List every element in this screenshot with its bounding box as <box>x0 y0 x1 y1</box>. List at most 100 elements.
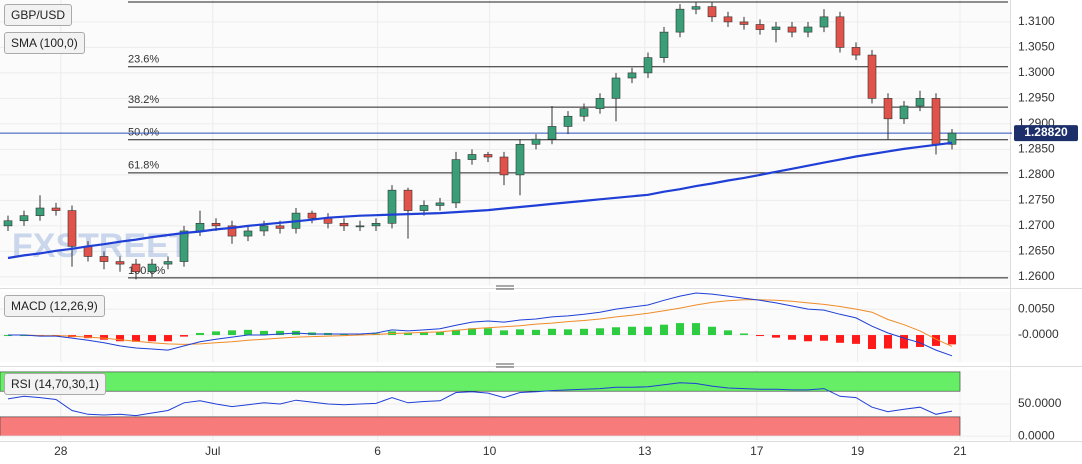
candle-body <box>691 6 701 10</box>
macd-label[interactable]: MACD (12,26,9) <box>4 295 105 317</box>
candle-body <box>547 126 557 140</box>
candle-body <box>579 108 589 117</box>
histogram-bar <box>436 331 444 336</box>
last-price-label: 1.28820 <box>1024 125 1068 139</box>
candle-body <box>131 263 141 273</box>
candle-body <box>115 261 125 265</box>
fib-label: 61.8% <box>128 160 159 172</box>
symbol-label[interactable]: GBP/USD <box>4 4 73 26</box>
histogram-bar <box>836 335 844 343</box>
histogram-bar <box>804 335 812 342</box>
candle-body <box>67 210 77 247</box>
y-tick-label: 1.2600 <box>1018 269 1055 283</box>
x-tick-label: 28 <box>54 444 68 458</box>
y-tick-label: 0.0050 <box>1018 301 1055 315</box>
histogram-bar <box>244 329 252 336</box>
candle-body <box>867 54 877 99</box>
candle-body <box>275 225 285 229</box>
histogram-bar <box>564 329 572 336</box>
histogram-bar <box>260 330 268 336</box>
histogram-bar <box>484 328 492 336</box>
histogram-bar <box>612 327 620 336</box>
candle-body <box>163 261 173 265</box>
y-tick-label: 0.0000 <box>1018 428 1055 442</box>
candle-body <box>211 223 221 227</box>
candle-body <box>947 132 957 145</box>
candle-body <box>787 26 797 33</box>
histogram-bar <box>212 331 220 336</box>
candle-body <box>771 26 781 30</box>
sma-label[interactable]: SMA (100,0) <box>4 32 85 54</box>
candle-body <box>371 223 381 227</box>
histogram-bar <box>404 332 412 336</box>
candle-body <box>835 16 845 48</box>
candle-body <box>403 189 413 211</box>
histogram-bar <box>708 326 716 336</box>
histogram-bar <box>20 335 28 337</box>
candle-body <box>3 220 13 227</box>
y-tick-label: -0.0000 <box>1018 327 1059 341</box>
candle-body <box>595 98 605 109</box>
grabber[interactable] <box>496 363 514 368</box>
histogram-bar <box>676 323 684 336</box>
histogram-bar <box>180 335 188 337</box>
rsi-line <box>7 382 953 417</box>
histogram-bar <box>548 328 556 336</box>
candle-body <box>307 212 317 219</box>
grabber[interactable] <box>496 285 514 290</box>
candle-body <box>387 189 397 224</box>
histogram-bar <box>276 330 284 336</box>
histogram-bar <box>820 335 828 341</box>
fib-label: 23.6% <box>128 54 159 66</box>
candle-body <box>739 21 749 25</box>
histogram-bar <box>596 328 604 336</box>
histogram-bar <box>4 335 12 337</box>
candle-body <box>499 156 509 176</box>
histogram-bar <box>500 330 508 336</box>
histogram-bar <box>772 335 780 338</box>
y-tick-label: 50.0000 <box>1018 396 1062 410</box>
candle-body <box>611 77 621 99</box>
histogram-bar <box>228 330 236 336</box>
candle-body <box>355 225 365 228</box>
candle-body <box>147 263 157 273</box>
fib-label: 38.2% <box>128 94 159 106</box>
histogram-bar <box>868 335 876 350</box>
candle-body <box>563 115 573 127</box>
rsi-zone <box>0 371 961 392</box>
x-tick-label: 6 <box>374 444 381 458</box>
y-tick-label: 1.2650 <box>1018 244 1055 258</box>
histogram-bar <box>756 335 764 337</box>
histogram-bar <box>692 323 700 336</box>
histogram-bar <box>628 326 636 336</box>
histogram-bar <box>580 328 588 336</box>
candle-body <box>467 154 477 160</box>
candle-body <box>419 205 429 211</box>
candle-body <box>51 207 61 211</box>
candle-body <box>435 202 445 206</box>
candle-body <box>19 215 29 222</box>
histogram-bar <box>532 329 540 336</box>
histogram-bar <box>116 335 124 342</box>
rsi-zone <box>0 416 961 437</box>
candle-body <box>851 47 861 56</box>
candle-body <box>883 98 893 120</box>
histogram-bar <box>660 324 668 336</box>
candle-body <box>803 26 813 33</box>
x-tick-label: Jul <box>205 444 220 458</box>
histogram-bar <box>916 335 924 347</box>
y-tick-label: 1.2750 <box>1018 193 1055 207</box>
histogram-bar <box>852 335 860 344</box>
y-tick-label: 1.2800 <box>1018 167 1055 181</box>
y-tick-label: 1.2700 <box>1018 218 1055 232</box>
candle-body <box>243 230 253 237</box>
histogram-bar <box>724 330 732 336</box>
candle-body <box>915 98 925 107</box>
candle-body <box>195 223 205 232</box>
candle-body <box>899 105 909 120</box>
candle-body <box>675 8 685 33</box>
histogram-bar <box>900 335 908 349</box>
x-tick-label: 17 <box>750 444 764 458</box>
rsi-label[interactable]: RSI (14,70,30,1) <box>4 373 107 395</box>
